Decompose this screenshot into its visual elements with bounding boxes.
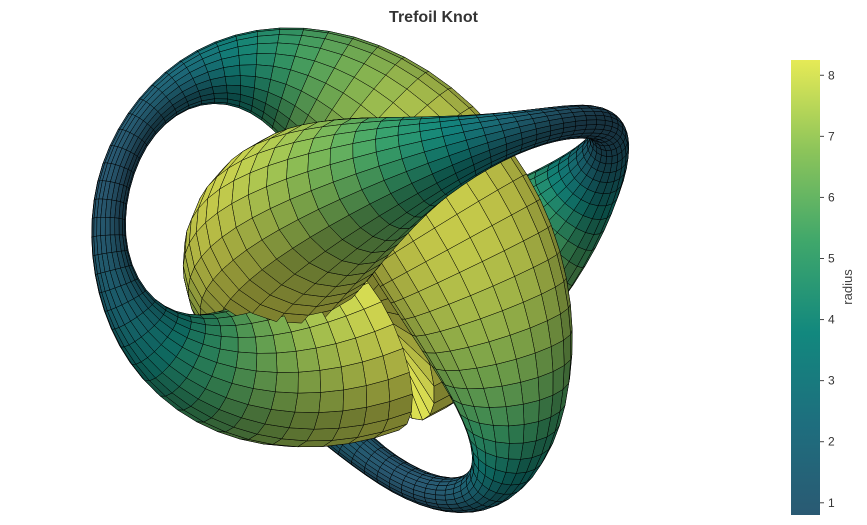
surface-patch: [508, 424, 525, 444]
colorbar-gradient: [791, 60, 820, 515]
surface-patch: [239, 64, 257, 77]
surface-patch: [114, 217, 120, 236]
colorbar: 1 2 3 4 5 6 7 8 radius: [791, 60, 855, 515]
surface-patch: [596, 119, 606, 126]
surface-patch: [130, 316, 149, 338]
surface-patch: [104, 217, 111, 236]
surface-patch: [585, 115, 597, 121]
surface-patch: [257, 34, 280, 45]
colorbar-ticks: 1 2 3 4 5 6 7 8: [820, 68, 835, 510]
surface-patch: [522, 400, 540, 425]
surface-patch: [586, 119, 597, 126]
surface-patch: [118, 218, 123, 236]
surface-patch: [270, 391, 299, 413]
colorbar-title: radius: [840, 269, 855, 305]
surface-patch: [255, 334, 277, 354]
surface-patch: [295, 347, 321, 373]
surface-patch: [444, 493, 455, 501]
surface-patch: [508, 442, 524, 460]
surface-patch: [255, 352, 278, 373]
surface-patch: [435, 489, 446, 496]
colorbar-tick-label: 1: [828, 496, 835, 510]
surface-patch: [100, 217, 106, 236]
chart-title: Trefoil Knot: [389, 9, 478, 26]
surface-patch: [605, 149, 613, 157]
surface-patch: [401, 151, 429, 172]
surface-patch: [435, 494, 446, 501]
surface-patch: [224, 75, 241, 86]
surface-patch: [495, 441, 510, 460]
surface-patch: [522, 421, 539, 444]
surface-patch: [255, 64, 274, 80]
surface-patch: [235, 323, 256, 338]
surface-patch: [214, 98, 228, 104]
trefoil-surface[interactable]: [91, 27, 630, 513]
surface-patch: [252, 370, 278, 393]
surface-patch: [495, 456, 509, 473]
surface-patch: [96, 217, 102, 237]
surface-patch: [505, 403, 525, 427]
surface-patch: [226, 84, 241, 95]
colorbar-tick-label: 8: [828, 68, 835, 82]
surface-patch: [239, 75, 256, 89]
colorbar-tick-label: 7: [828, 129, 835, 143]
surface-patch: [318, 389, 344, 413]
surface-patch: [575, 119, 587, 127]
surface-patch: [213, 92, 228, 100]
colorbar-tick-label: 4: [828, 313, 835, 327]
surface-patch: [434, 214, 471, 251]
surface-patch: [294, 392, 322, 413]
surface-patch: [238, 53, 258, 66]
surface-patch: [256, 42, 278, 55]
colorbar-tick-label: 5: [828, 251, 835, 265]
surface-patch: [319, 366, 344, 393]
surface-patch: [594, 124, 606, 130]
surface-patch: [109, 217, 116, 236]
colorbar-tick-label: 2: [828, 435, 835, 449]
surface-patch: [585, 124, 597, 130]
surface-patch: [237, 336, 258, 354]
colorbar-tick-label: 3: [828, 374, 835, 388]
colorbar-tick-label: 6: [828, 190, 835, 204]
surface-patch: [435, 485, 448, 491]
surface-patch: [493, 425, 510, 444]
surface-patch: [256, 53, 276, 67]
surface-patch: [297, 370, 322, 394]
surface-patch: [220, 325, 239, 338]
surface-patch: [276, 351, 299, 373]
surface-patch: [501, 382, 524, 407]
surface-patch: [275, 371, 299, 394]
